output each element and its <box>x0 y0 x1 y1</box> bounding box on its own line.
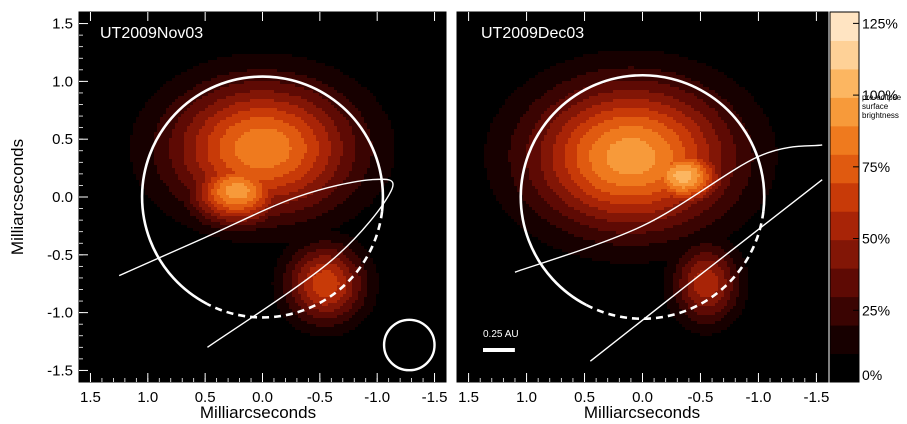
x-tick-label: 1.0 <box>516 389 537 406</box>
colorbar-band <box>830 325 859 355</box>
colorbar-label: 75% <box>862 159 890 175</box>
left-panel: UT2009Nov03 1.5 1.0 0.5 0.0 -0.5 -1.0 -1.5 1.5… <box>8 11 447 422</box>
y-tick-label: -1.5 <box>47 362 73 379</box>
left-x-axis: 1.5 1.0 0.5 0.0 -0.5 -1.0 -1.5 <box>80 12 447 406</box>
colorbar-band <box>830 268 859 298</box>
colorbar-note-1: pre-eclipse <box>862 93 902 102</box>
colorbar-label: 125% <box>862 15 898 31</box>
x-tick-label: 1.5 <box>458 389 479 406</box>
y-axis-title: Milliarcseconds <box>8 139 27 255</box>
x-tick-label: -1.0 <box>364 389 390 406</box>
colorbar-bands <box>830 12 859 383</box>
x-tick-label: -1.0 <box>746 389 772 406</box>
colorbar-band <box>830 68 859 98</box>
colorbar-band <box>830 296 859 326</box>
left-x-axis-title: Milliarcseconds <box>200 403 316 422</box>
colorbar-band <box>830 239 859 269</box>
x-tick-label: 0.0 <box>252 389 273 406</box>
colorbar-note-2: surface <box>862 102 889 111</box>
x-tick-label: 0.5 <box>195 389 216 406</box>
right-panel-title: UT2009Dec03 <box>481 25 584 42</box>
colorbar-label: 25% <box>862 302 890 318</box>
y-tick-label: 1.0 <box>52 73 73 90</box>
stellar-disk-outline <box>140 75 385 306</box>
y-tick-label: 1.5 <box>52 16 73 33</box>
right-brightness-contours <box>484 51 778 336</box>
left-overlays <box>118 75 436 372</box>
right-panel: UT2009Dec03 0.25 AU 1.5 1.0 0.5 0.0 -0.5 -1.0… <box>456 11 829 422</box>
colorbar-band <box>830 12 859 41</box>
scale-bar-label: 0.25 AU <box>483 329 519 340</box>
colorbar-frame <box>829 11 860 383</box>
beam-circle <box>382 318 436 372</box>
y-tick-label: 0.0 <box>52 189 73 206</box>
orbit-track <box>118 178 394 348</box>
colorbar-label: 0% <box>862 367 882 383</box>
colorbar-band <box>830 97 859 127</box>
stellar-disk-outline <box>519 74 766 307</box>
colorbar-band <box>830 125 859 155</box>
right-x-axis: 1.5 1.0 0.5 0.0 -0.5 -1.0 -1.5 <box>458 12 829 406</box>
x-tick-label: -0.5 <box>688 389 714 406</box>
scale-bar <box>483 348 515 352</box>
colorbar-label: 100% <box>862 87 898 103</box>
x-tick-label: -1.5 <box>422 389 448 406</box>
x-tick-label: 1.5 <box>80 389 101 406</box>
x-tick-label: -0.5 <box>307 389 333 406</box>
x-tick-label: 0.0 <box>632 389 653 406</box>
left-y-axis: 1.5 1.0 0.5 0.0 -0.5 -1.0 -1.5 <box>47 16 88 379</box>
x-tick-label: 0.5 <box>574 389 595 406</box>
colorbar-band <box>830 182 859 212</box>
y-tick-label: 0.5 <box>52 131 73 148</box>
colorbar-band <box>830 154 859 184</box>
colorbar-band <box>830 211 859 241</box>
x-tick-label: -1.5 <box>803 389 829 406</box>
y-tick-label: -0.5 <box>47 247 73 264</box>
orbit-track-secondary <box>589 179 823 362</box>
orbit-track <box>514 144 823 273</box>
left-panel-title: UT2009Nov03 <box>100 25 203 42</box>
x-tick-label: 1.0 <box>137 389 158 406</box>
right-x-axis-title: Milliarcseconds <box>584 403 700 422</box>
colorbar-band <box>830 40 859 70</box>
colorbar-labels: 125% 100% 75% 50% 25% 0% <box>853 15 898 383</box>
right-overlays <box>483 74 823 362</box>
y-tick-label: -1.0 <box>47 305 73 322</box>
colorbar-label: 50% <box>862 231 890 247</box>
colorbar-note-3: brightness <box>862 111 899 120</box>
colorbar-band <box>830 353 859 383</box>
colorbar: 125%100%75%50%25%0% pre-eclipse surface … <box>829 11 902 383</box>
